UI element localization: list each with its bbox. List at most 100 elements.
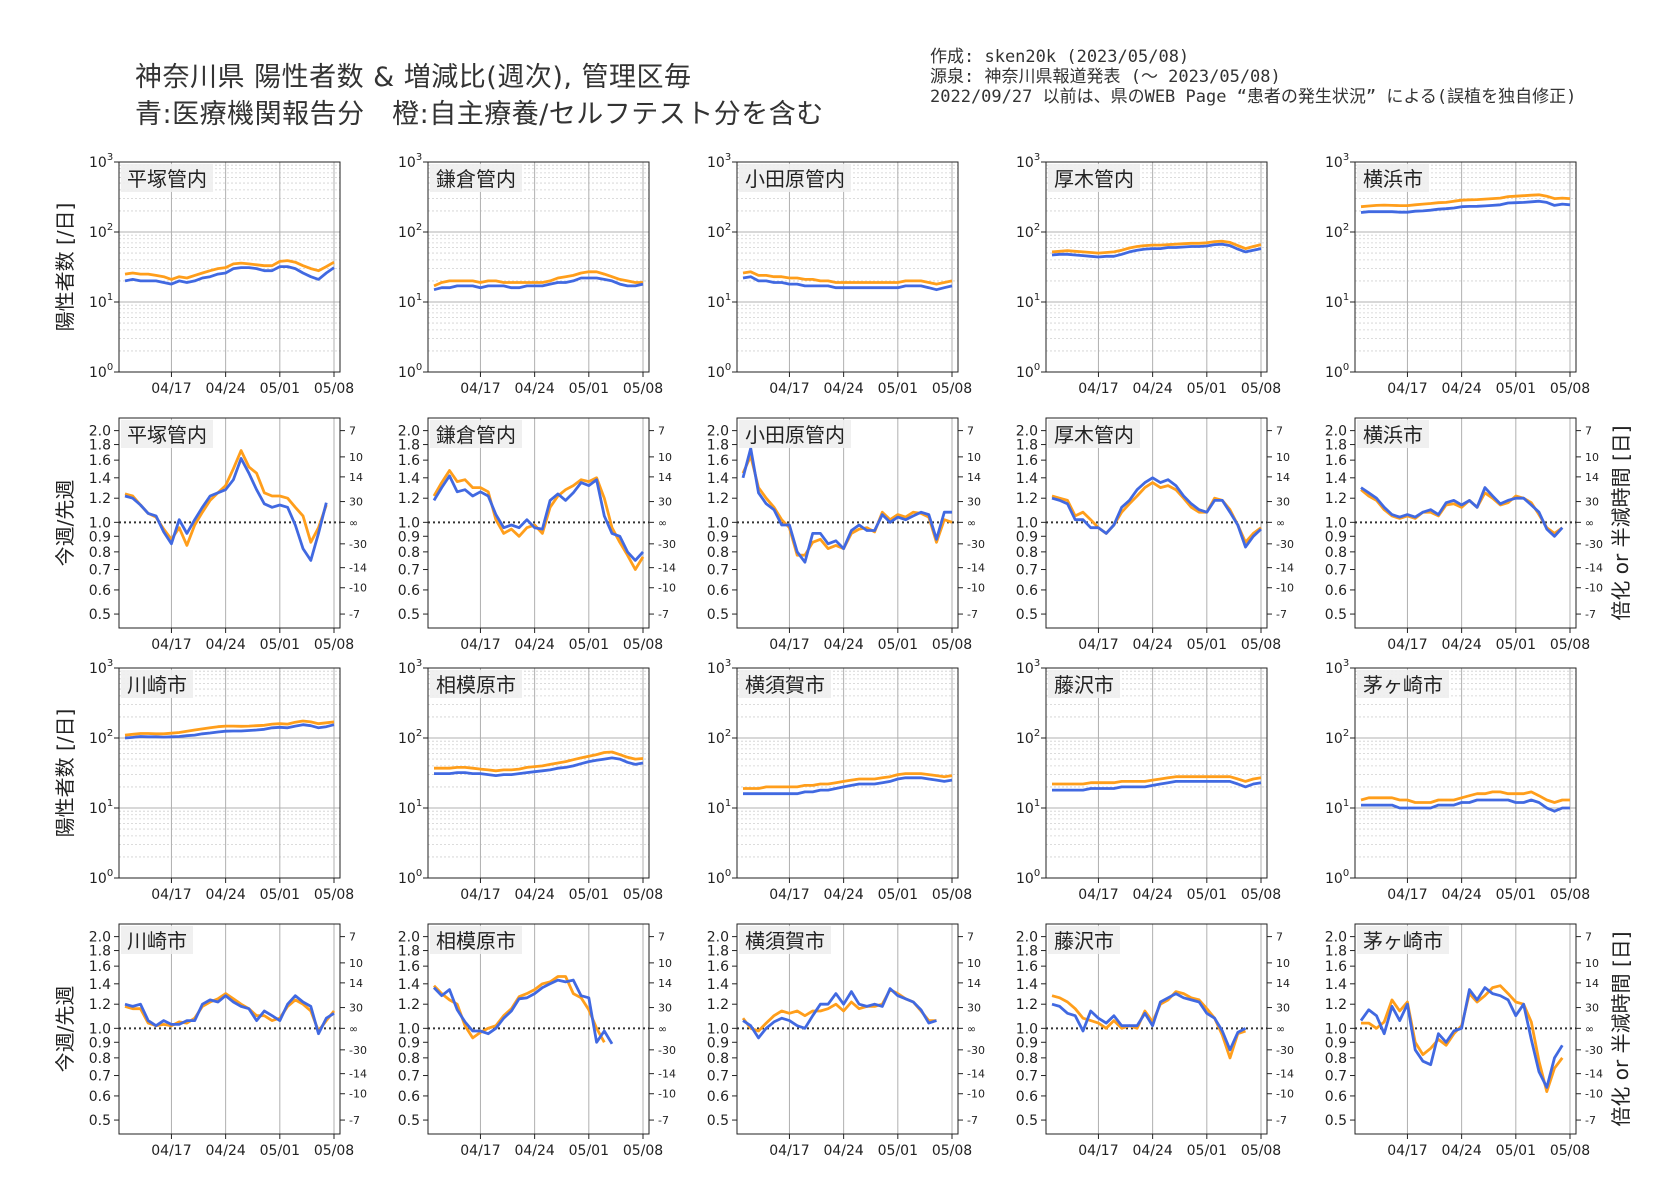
x-tick-label: 04/24 <box>205 887 245 903</box>
plot-frame <box>736 161 959 373</box>
y-tick-label: 2.0 <box>89 424 111 440</box>
region-label: 鎌倉管内 <box>436 423 516 447</box>
plot-frame <box>736 923 959 1135</box>
y-tick-label: 0.8 <box>89 1051 111 1067</box>
y-tick-label: 101 <box>89 798 113 817</box>
y-tick-label: 0.5 <box>89 1113 111 1129</box>
y-tick-label: 0.6 <box>1325 1089 1347 1105</box>
x-tick-label: 04/17 <box>460 381 500 397</box>
series-medical-ratio <box>1359 986 1564 1089</box>
plot-frame <box>118 923 341 1135</box>
region-label: 小田原管内 <box>745 167 845 191</box>
x-tick-label: 05/01 <box>1496 887 1536 903</box>
right-tick-label: ∞ <box>349 516 358 529</box>
y-tick-label: 0.8 <box>398 545 420 561</box>
x-tick-label: 05/08 <box>1550 637 1590 653</box>
y-tick-label: 2.0 <box>707 424 729 440</box>
region-label-box <box>1048 926 1120 954</box>
ratio-panel-8: 0.5 0.6 0.7 0.80.91.0 1.2 1.4 1.61.82.0 7 10 14 30… <box>1016 923 1294 1159</box>
region-label: 川崎市 <box>127 929 187 953</box>
figure-title-line1: 神奈川県 陽性者数 & 増減比(週次), 管理区毎 <box>135 62 692 93</box>
y-tick-label: 1.4 <box>398 977 420 993</box>
series-medical-ratio <box>1051 992 1247 1052</box>
x-tick-label: 04/24 <box>823 887 863 903</box>
y-tick-label: 1.0 <box>707 1021 729 1037</box>
right-tick-label: 14 <box>1276 471 1290 484</box>
y-tick-label: 100 <box>398 362 422 381</box>
series-medical-ratio <box>432 474 645 562</box>
y-tick-label: 1.2 <box>1325 491 1347 507</box>
right-tick-label: 14 <box>1585 977 1599 990</box>
region-label-box <box>430 164 522 192</box>
right-tick-label: -30 <box>658 1044 676 1057</box>
right-tick-label: -7 <box>658 1114 669 1127</box>
cases-panel-8: 100 101 102 103 藤沢市 04/17 04/24 05/01 05/08 <box>1016 658 1281 903</box>
y-tick-label: 1.4 <box>89 977 111 993</box>
right-tick-label: 10 <box>1585 451 1599 464</box>
x-tick-label: 05/08 <box>623 887 663 903</box>
y-tick-label: 103 <box>1016 152 1040 171</box>
region-label-box <box>121 926 193 954</box>
right-tick-label: ∞ <box>1585 516 1594 529</box>
y-tick-label: 1.0 <box>1325 515 1347 531</box>
x-tick-label: 04/17 <box>769 637 809 653</box>
series-medical-cases <box>434 756 644 777</box>
y-tick-label: 1.2 <box>398 997 420 1013</box>
figure-title-line2: 青:医療機関報告分 橙:自主療養/セルフテスト分を含む <box>135 99 824 130</box>
right-tick-label: 7 <box>658 931 665 944</box>
y-tick-label: 103 <box>1325 152 1349 171</box>
x-tick-label: 05/01 <box>260 1143 300 1159</box>
y-tick-label: 1.4 <box>1325 977 1347 993</box>
series-self-test-cases <box>434 750 644 773</box>
y-tick-label: 1.8 <box>707 438 729 454</box>
x-tick-label: 05/01 <box>1187 381 1227 397</box>
region-label-box <box>1048 420 1140 448</box>
y-tick-label: 1.4 <box>707 977 729 993</box>
region-label: 平塚管内 <box>127 423 207 447</box>
y-tick-label: 0.9 <box>1325 529 1347 545</box>
x-tick-label: 05/08 <box>623 637 663 653</box>
right-tick-label: 30 <box>967 496 981 509</box>
y-tick-label: 1.4 <box>707 471 729 487</box>
y-tick-label: 0.7 <box>1016 563 1038 579</box>
y-tick-label: 1.0 <box>398 515 420 531</box>
x-tick-label: 04/17 <box>1387 637 1427 653</box>
right-tick-label: 30 <box>1276 496 1290 509</box>
right-tick-label: ∞ <box>658 1022 667 1035</box>
series-self-test-ratio <box>432 975 606 1043</box>
x-tick-label: 04/24 <box>514 381 554 397</box>
x-tick-label: 05/08 <box>932 887 972 903</box>
y-tick-label: 1.6 <box>89 959 111 975</box>
x-tick-label: 04/17 <box>151 1143 191 1159</box>
x-tick-label: 04/24 <box>1132 381 1172 397</box>
x-tick-label: 05/01 <box>878 1143 918 1159</box>
right-tick-label: -30 <box>1276 538 1294 551</box>
y-tick-label: 0.8 <box>1325 1051 1347 1067</box>
right-tick-label: 7 <box>967 425 974 438</box>
y-tick-label: 1.0 <box>1016 1021 1038 1037</box>
region-label: 横浜市 <box>1363 423 1423 447</box>
series-medical-cases <box>1360 199 1571 214</box>
credit-note: 2022/09/27 以前は、県のWEB Page “患者の発生状況” による(… <box>930 87 1577 107</box>
y-tick-label: 101 <box>707 292 731 311</box>
y-tick-label: 1.6 <box>707 453 729 469</box>
y-tick-label: 103 <box>1325 658 1349 677</box>
x-tick-label: 05/01 <box>569 887 609 903</box>
plot-frame <box>427 667 650 879</box>
x-tick-label: 05/01 <box>1187 887 1227 903</box>
plot-frame <box>1045 923 1268 1135</box>
x-tick-label: 04/24 <box>205 381 245 397</box>
region-label: 鎌倉管内 <box>436 167 516 191</box>
x-tick-label: 04/24 <box>1441 887 1481 903</box>
right-tick-label: -10 <box>349 582 367 595</box>
right-tick-label: -10 <box>1276 582 1294 595</box>
y-tick-label: 0.9 <box>707 529 729 545</box>
x-tick-label: 04/24 <box>1441 381 1481 397</box>
region-label-box <box>121 670 193 698</box>
ratio-y-axis-label-top: 今週/先週 <box>53 480 77 567</box>
right-tick-label: 30 <box>1585 1002 1599 1015</box>
region-label: 小田原管内 <box>745 423 845 447</box>
y-tick-label: 1.2 <box>89 491 111 507</box>
y-tick-label: 1.2 <box>89 997 111 1013</box>
x-tick-label: 04/24 <box>1441 637 1481 653</box>
